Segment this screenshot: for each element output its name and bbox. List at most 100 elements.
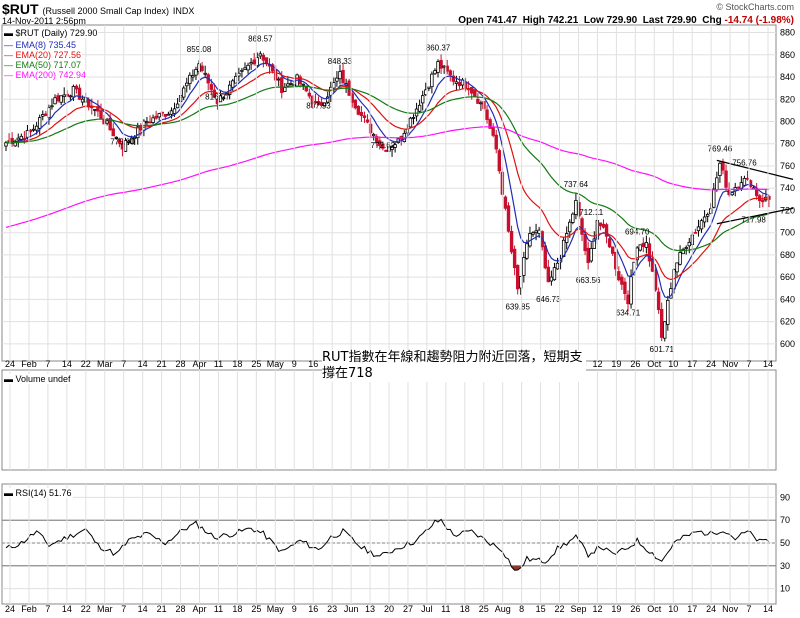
price-tick-label: 840 [780, 72, 795, 82]
high-label: High [522, 15, 545, 26]
ema-line [5, 62, 770, 299]
price-annotation: 639.85 [505, 303, 530, 312]
legend-ema50-label: EMA(50) 717.07 [15, 60, 82, 70]
candle-body [34, 125, 39, 131]
candle-body [218, 95, 223, 103]
price-tick-label: 640 [780, 294, 795, 304]
x-tick-label-bottom: Jun [344, 604, 359, 614]
candle-body [705, 213, 710, 217]
candle-body [693, 231, 698, 234]
candle-body [384, 149, 388, 152]
candle-body [276, 78, 281, 81]
candle-body [436, 61, 440, 73]
x-tick-label-bottom: 18 [460, 604, 470, 614]
x-tick-label-bottom: 15 [536, 604, 546, 614]
candle-body [730, 192, 734, 196]
candle-body [307, 92, 312, 97]
candle-body [571, 213, 575, 223]
candle-body [626, 294, 630, 305]
trendline [716, 159, 794, 180]
price-tick-label: 740 [780, 183, 795, 193]
candle-body [326, 96, 330, 103]
candle-body [182, 87, 186, 98]
candle-body [574, 200, 578, 215]
candle-body [555, 262, 560, 270]
candle-body [411, 117, 416, 119]
legend-rsi-label: RSI(14) 51.76 [15, 488, 72, 498]
candle-body [512, 248, 517, 269]
candle-body [607, 238, 612, 248]
candle-body [108, 117, 112, 131]
candle-body [59, 95, 63, 103]
candle-body [261, 54, 266, 61]
candle-body [353, 99, 357, 109]
candle-body [718, 162, 722, 176]
x-tick-label-bottom: Oct [647, 604, 662, 614]
candle-body [678, 252, 682, 265]
x-tick-label-top: 7 [45, 359, 50, 369]
candle-body [28, 129, 33, 133]
x-tick-label-top: May [267, 359, 285, 369]
candle-body [200, 65, 204, 71]
candle-body [620, 276, 624, 285]
price-annotation: 775.90 [110, 137, 135, 146]
candle-body [154, 115, 158, 119]
legend-volume-label: Volume undef [15, 374, 71, 384]
x-tick-label-top: 14 [62, 359, 72, 369]
candle-body [240, 69, 244, 72]
candle-body [111, 128, 115, 137]
candle-body [629, 276, 633, 305]
x-tick-label-bottom: 7 [121, 604, 126, 614]
x-tick-label-bottom: 11 [441, 604, 450, 614]
candle-body [129, 137, 134, 144]
candle-body [41, 114, 45, 117]
candle-body [212, 89, 217, 98]
candle-body [712, 188, 716, 208]
candle-body [163, 114, 168, 117]
price-tick-label: 800 [780, 117, 795, 127]
candle-body [715, 177, 719, 191]
rsi-tick-label: 50 [780, 538, 790, 548]
candle-body [681, 248, 685, 255]
quote-bar: Open 741.47 High 742.21 Low 729.90 Last … [458, 15, 794, 26]
price-annotation: 717.98 [741, 216, 766, 225]
candle-body [332, 82, 336, 89]
candle-body [663, 321, 667, 339]
candle-body [252, 59, 256, 65]
candle-body [126, 140, 131, 143]
rsi-tick-label: 90 [780, 492, 790, 502]
candle-body [31, 128, 36, 131]
x-tick-label-bottom: Nov [722, 604, 739, 614]
credit: © StockCharts.com [716, 2, 794, 12]
candle-body [390, 146, 394, 150]
candle-body [696, 226, 701, 232]
price-annotation: 737.64 [564, 180, 589, 189]
chart-header-symbol: $RUT (Russell 2000 Small Cap Index) INDX [2, 1, 194, 17]
ema-line [5, 71, 769, 281]
candle-body [656, 291, 661, 311]
x-tick-label-top: 9 [292, 359, 297, 369]
legend-ema8-label: EMA(8) 735.45 [15, 40, 77, 50]
candle-body [546, 266, 551, 283]
price-tick-label: 760 [780, 161, 795, 171]
candle-body [442, 65, 446, 68]
candle-body [185, 82, 189, 87]
price-annotation: 634.71 [616, 308, 641, 317]
candle-body [38, 117, 42, 129]
x-tick-label-top: Feb [21, 359, 37, 369]
candle-body [641, 242, 646, 248]
chg-label: Chg [702, 15, 722, 26]
open-label: Open [458, 15, 484, 26]
candle-body [476, 98, 480, 104]
candle-body [702, 216, 707, 223]
candle-body [417, 104, 422, 112]
candle-body [473, 90, 477, 97]
x-tick-label-top: Nov [722, 359, 739, 369]
candle-body [258, 53, 263, 57]
candle-body [549, 276, 554, 282]
rsi-tick-label: 10 [780, 584, 790, 594]
price-annotation: 756.76 [732, 159, 757, 168]
candle-body [742, 178, 747, 186]
candle-body [684, 247, 688, 249]
price-panel: 600 620 640 660 680 700 720 740 760 780 800 820 840 8… [1, 24, 795, 362]
